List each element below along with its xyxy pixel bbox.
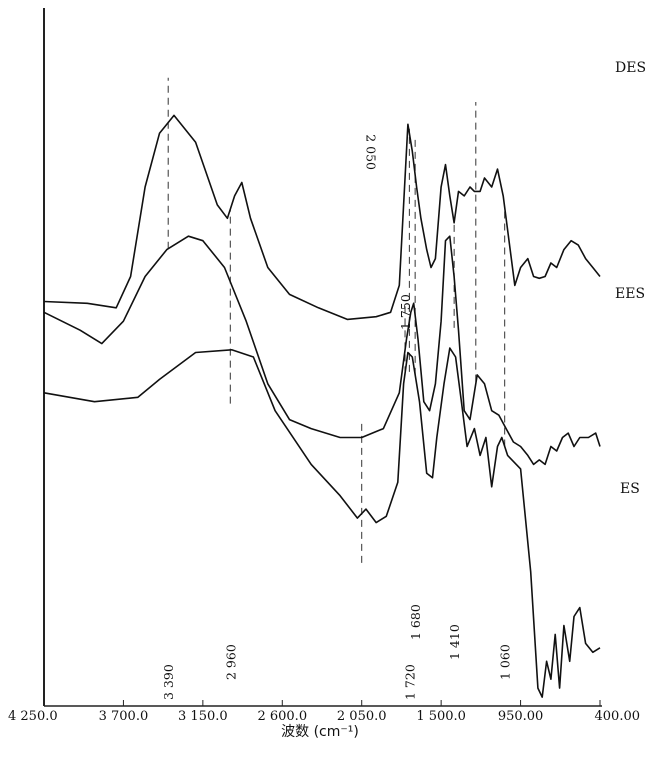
- peak-label: 3 390: [161, 664, 176, 700]
- x-tick-label: 950.00: [498, 709, 544, 724]
- series-label-ees: EES: [615, 286, 645, 302]
- peak-label: 1 750: [398, 294, 413, 330]
- series-lines: [43, 114, 601, 698]
- x-tick-label: 3 700.0: [99, 709, 149, 724]
- series-line-es: [43, 114, 601, 321]
- x-tick-labels: 4 250.0 3 700.0 3 150.0 2 600.0 2 050.0 1 500…: [8, 709, 640, 724]
- x-tick-label: 2 600.0: [257, 709, 307, 724]
- x-axis-title: 波数 (cm⁻¹): [281, 724, 359, 740]
- peak-label: 1 680: [408, 604, 423, 640]
- x-tick-label: 4 250.0: [8, 709, 58, 724]
- x-tick-label: 1 500.0: [416, 709, 466, 724]
- series-label-des: DES: [615, 60, 646, 76]
- x-tick-label: 2 050.0: [337, 709, 387, 724]
- peak-label: 1 410: [447, 624, 462, 660]
- x-tick-label: 3 150.0: [178, 709, 228, 724]
- series-line-ees: [43, 235, 601, 466]
- series-labels: DES EES ES: [615, 60, 646, 497]
- series-label-es: ES: [620, 481, 640, 497]
- peak-label: 2 050: [364, 134, 379, 170]
- series-line-des: [43, 347, 601, 698]
- x-tick-label: 400.00: [595, 709, 641, 724]
- peak-guide-lines: [167, 77, 506, 563]
- peak-label: 1 060: [498, 644, 513, 680]
- peak-label: 2 960: [223, 644, 238, 680]
- peak-labels: 3 390 2 960 2 050 1 750 1 720 1 680 1 410 1 060: [161, 134, 512, 700]
- x-ticks: [43, 700, 601, 706]
- peak-label: 1 720: [402, 664, 417, 700]
